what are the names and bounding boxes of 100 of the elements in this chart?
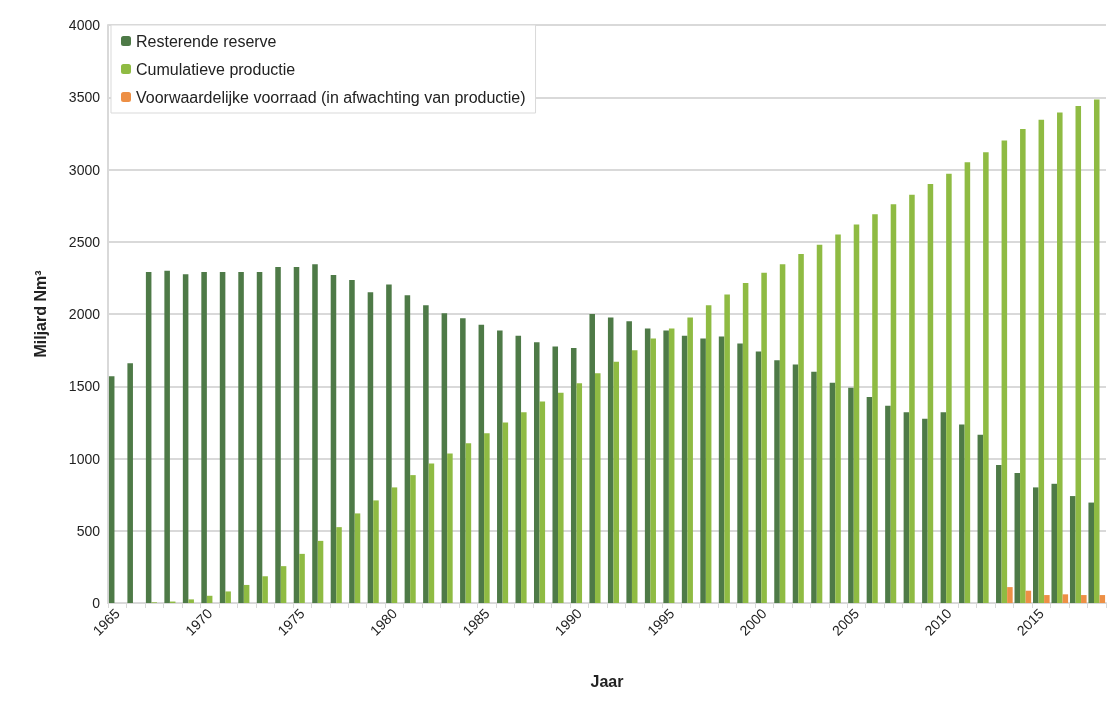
bar (977, 434, 984, 603)
bar (502, 422, 509, 603)
bar (983, 152, 989, 603)
bar (1057, 112, 1063, 603)
bar (589, 314, 595, 603)
bar (964, 162, 971, 603)
bar (1093, 99, 1100, 603)
bar (626, 321, 632, 603)
bar (718, 336, 725, 603)
bar (275, 267, 281, 603)
bar (866, 397, 873, 603)
bar (687, 317, 693, 603)
bar (922, 418, 928, 603)
bar (1099, 595, 1106, 603)
bar (145, 272, 152, 603)
bar (280, 566, 287, 603)
bar (594, 373, 601, 603)
bar (441, 313, 448, 603)
bar (262, 576, 268, 603)
bar (890, 204, 897, 603)
bar (940, 412, 947, 603)
bar (1088, 502, 1094, 603)
bar (243, 584, 250, 603)
bar (903, 412, 910, 603)
bar (792, 364, 799, 603)
bar (182, 274, 189, 603)
bar (927, 183, 934, 603)
bar (558, 392, 564, 603)
bar (1007, 587, 1013, 603)
bar (1020, 129, 1026, 603)
bar (650, 338, 656, 603)
bar (885, 405, 891, 603)
bar (1044, 595, 1050, 603)
bar (164, 270, 170, 603)
bar (354, 513, 361, 603)
bar (552, 346, 559, 603)
bar (1014, 472, 1021, 603)
bar (668, 328, 675, 603)
bar (465, 443, 472, 603)
bar (299, 553, 305, 603)
bar (835, 234, 841, 603)
bar (428, 463, 435, 603)
bar (613, 361, 620, 603)
legend-label: Cumulatieve productie (136, 60, 296, 78)
bar (631, 350, 638, 603)
bar (404, 295, 411, 603)
bar (774, 360, 780, 603)
bar (700, 338, 706, 603)
bar (1033, 487, 1039, 603)
bar (521, 412, 527, 603)
bar (1062, 594, 1069, 603)
bar (798, 254, 804, 603)
bar (484, 433, 490, 603)
bar (959, 424, 965, 603)
bar (423, 305, 429, 603)
bar (349, 280, 355, 603)
bar (576, 383, 583, 603)
bar (1051, 483, 1058, 603)
legend-label: Voorwaardelijke voorraad (in afwachting van productie) (136, 88, 526, 106)
bar (1001, 140, 1008, 603)
bar (497, 330, 503, 603)
y-tick-label: 3500 (68, 89, 101, 106)
bar (779, 264, 786, 603)
bar (188, 599, 194, 603)
bar (872, 214, 878, 603)
bar (737, 343, 743, 603)
bar (108, 376, 115, 603)
bar (201, 272, 207, 603)
x-axis-title: Jaar (590, 672, 624, 690)
legend-label: Resterende reserve (136, 32, 277, 50)
y-tick-label: 2000 (68, 306, 101, 322)
bar (570, 347, 577, 603)
bar (761, 272, 767, 603)
bar (1081, 595, 1087, 603)
y-axis-title: Miljard Nm³ (31, 270, 49, 358)
bar (225, 591, 231, 603)
bar (478, 324, 485, 603)
bar (410, 475, 416, 603)
bar (312, 264, 318, 603)
bar (336, 527, 342, 603)
bar (848, 387, 854, 603)
bar (853, 224, 860, 603)
bar (238, 272, 244, 603)
bar (460, 318, 466, 603)
y-tick-label: 500 (76, 522, 101, 539)
bar (317, 540, 324, 603)
bar (1075, 105, 1082, 603)
bar (705, 305, 712, 603)
bar (330, 274, 337, 603)
y-tick-label: 0 (92, 595, 101, 611)
bar (946, 173, 952, 603)
bar (663, 330, 669, 603)
bar (811, 371, 817, 603)
bar (755, 351, 762, 603)
bar (534, 342, 540, 603)
bar (219, 272, 226, 603)
bar (293, 267, 300, 603)
bar (373, 500, 379, 603)
bar (996, 465, 1002, 603)
bar (644, 328, 651, 603)
